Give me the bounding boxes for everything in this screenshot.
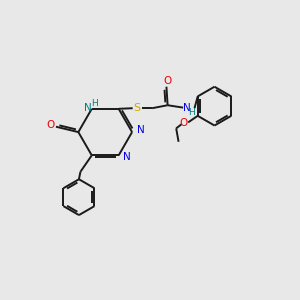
Text: N: N	[123, 152, 131, 162]
Text: O: O	[46, 120, 55, 130]
Text: N: N	[137, 125, 145, 135]
Text: O: O	[163, 76, 171, 86]
Text: S: S	[134, 103, 141, 112]
Text: H: H	[188, 108, 195, 117]
Text: N: N	[84, 103, 92, 113]
Text: H: H	[92, 99, 98, 108]
Text: O: O	[179, 118, 188, 128]
Text: N: N	[184, 103, 191, 112]
